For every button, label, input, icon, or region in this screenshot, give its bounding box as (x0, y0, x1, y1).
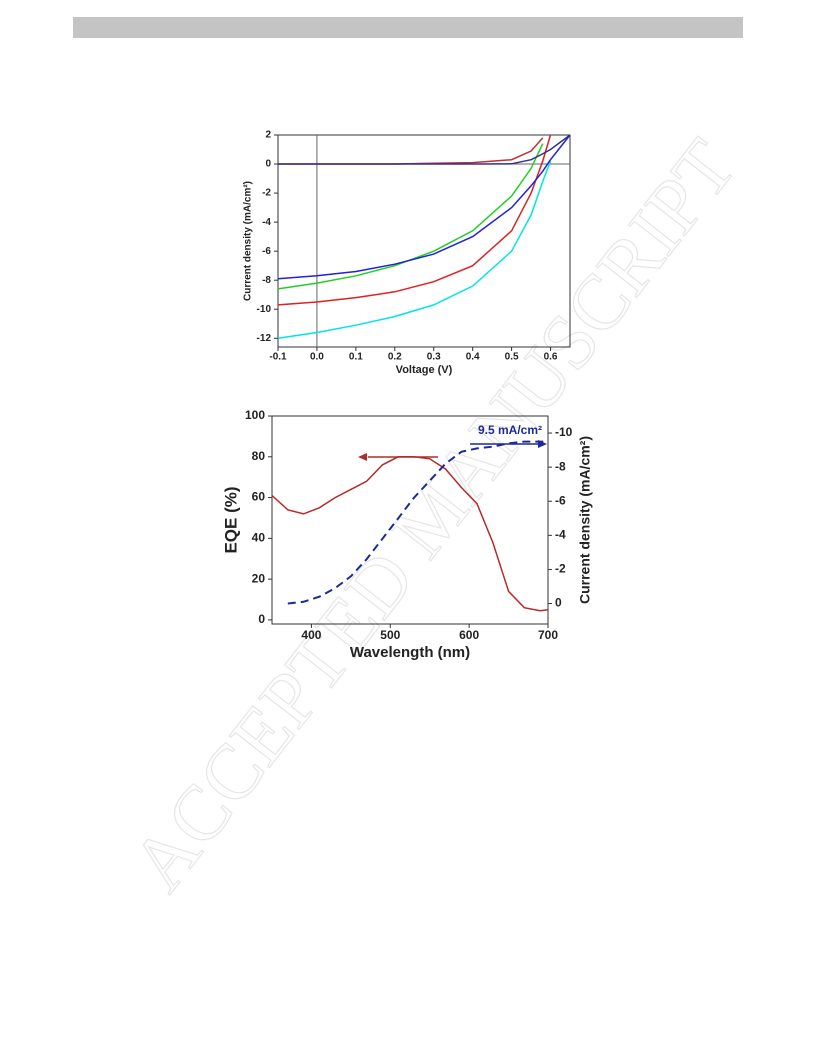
y-tick-label: 0 (265, 159, 271, 170)
annotation: 9.5 mA/cm² (478, 423, 542, 437)
x-tick-label: 0.1 (349, 352, 363, 363)
x-tick-label: 600 (459, 628, 479, 642)
y-tick-label: 40 (252, 531, 266, 545)
series-line (277, 160, 552, 340)
x-tick-label: 0.4 (466, 352, 480, 363)
x-axis-label: Wavelength (nm) (350, 644, 470, 661)
y2-tick-label: 0 (555, 596, 562, 610)
y2-tick-label: -6 (555, 493, 566, 507)
plot-frame (271, 415, 549, 625)
y-tick-label: 60 (252, 490, 266, 504)
plot-frame (277, 134, 571, 348)
x-tick-label: 0.0 (310, 352, 324, 363)
x-tick-label: 0.3 (427, 352, 441, 363)
y-tick-label: -8 (262, 275, 271, 286)
series-line (277, 143, 544, 290)
x-tick-label: 0.5 (505, 352, 519, 363)
x-axis-label: Voltage (V) (396, 364, 453, 376)
series-line (277, 134, 571, 280)
series-line (277, 134, 552, 306)
y-tick-label: 100 (245, 408, 265, 422)
series-line (278, 137, 544, 165)
watermark: ACCEPTED MANUSCRIPT (114, 123, 752, 906)
y2-axis-label: Current density (mA/cm²) (577, 436, 593, 604)
x-tick-label: 400 (301, 628, 321, 642)
series-line (287, 440, 548, 605)
x-tick-label: 0.2 (388, 352, 402, 363)
y-tick-label: -6 (262, 246, 271, 257)
arrow-right-head (538, 440, 547, 448)
y-tick-label: -4 (262, 217, 271, 228)
y-tick-label: 2 (265, 130, 271, 141)
y-axis-label: Current density (mA/cm²) (243, 181, 254, 301)
y2-tick-label: -8 (555, 459, 566, 473)
y2-tick-label: -2 (555, 562, 566, 576)
x-tick-label: 500 (380, 628, 400, 642)
series-line (278, 134, 571, 165)
y2-tick-label: -10 (555, 425, 573, 439)
y-tick-label: -2 (262, 188, 271, 199)
x-tick-label: -0.1 (269, 352, 287, 363)
y-tick-label: -12 (257, 333, 272, 344)
y-tick-label: 0 (258, 612, 265, 626)
y-tick-label: 80 (252, 449, 266, 463)
header-bar (73, 17, 743, 38)
x-tick-label: 0.6 (544, 352, 558, 363)
arrow-left-head (358, 453, 367, 461)
y-axis-label: EQE (%) (221, 486, 240, 553)
y2-tick-label: -4 (555, 528, 566, 542)
x-tick-label: 700 (538, 628, 558, 642)
y-tick-label: -10 (257, 304, 272, 315)
y-tick-label: 20 (252, 571, 266, 585)
